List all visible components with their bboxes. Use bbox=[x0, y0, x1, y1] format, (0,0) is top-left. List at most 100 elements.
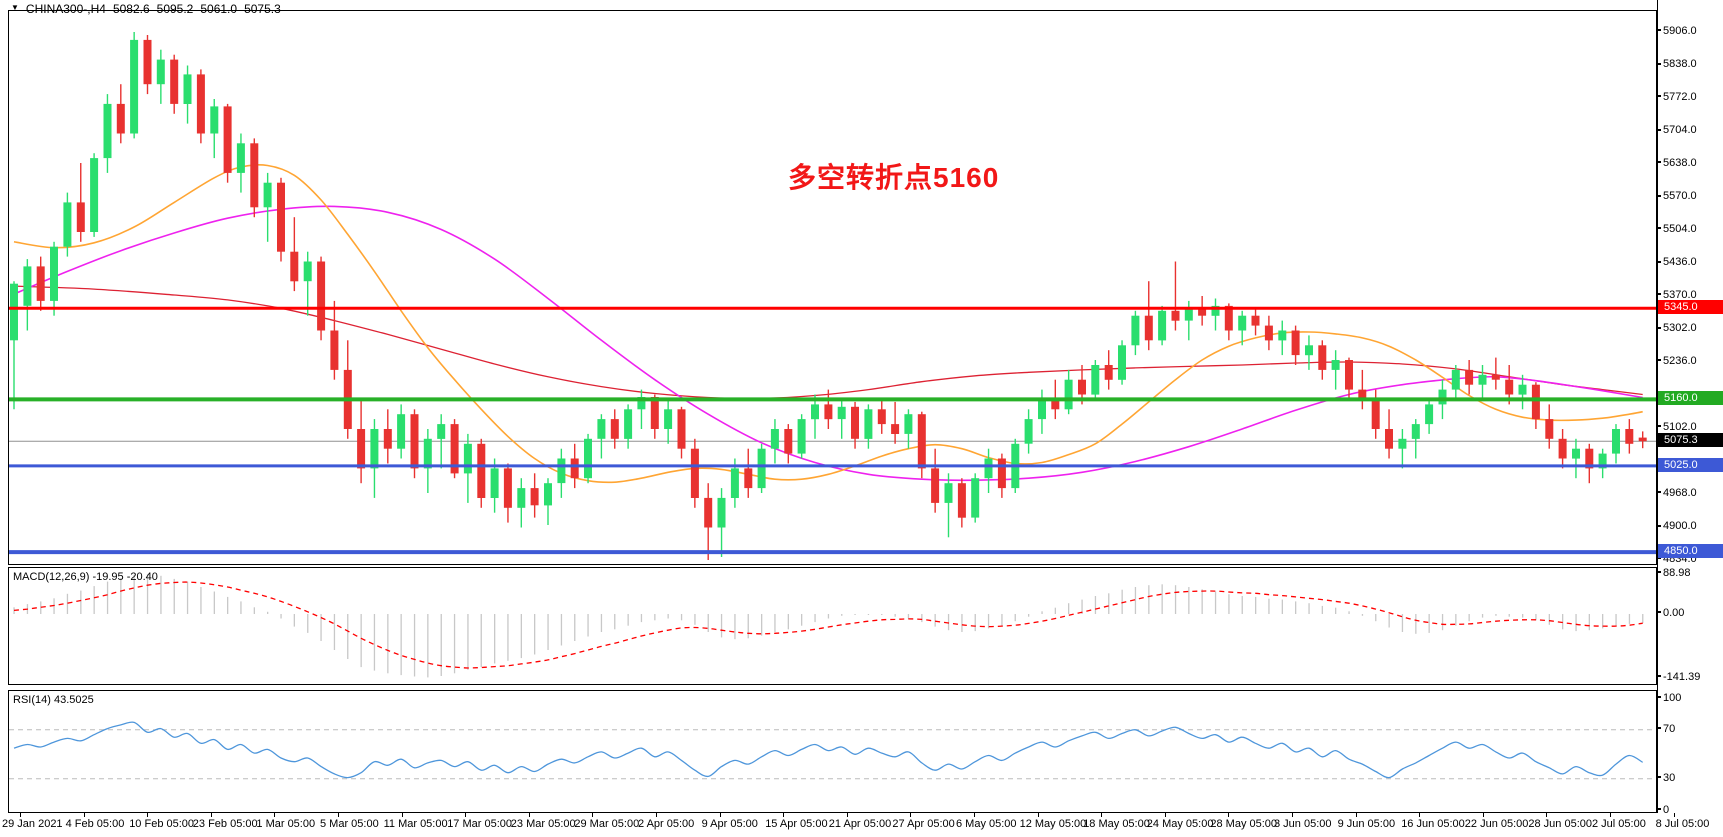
time-tick bbox=[1419, 813, 1421, 817]
rsi-indicator-label: RSI(14) 43.5025 bbox=[13, 694, 94, 706]
ma-mid-line bbox=[13, 205, 1643, 482]
time-tick bbox=[147, 813, 149, 817]
price-badge-5075.3: 5075.3 bbox=[1658, 433, 1723, 448]
price-tick-5504.0: 5504.0 bbox=[1657, 223, 1697, 235]
time-label-13: 15 Apr 05:00 bbox=[765, 818, 828, 830]
time-tick bbox=[401, 813, 403, 817]
time-tick bbox=[274, 813, 276, 817]
low-value: 5061.0 bbox=[200, 2, 238, 16]
time-label-9: 23 Mar 05:00 bbox=[510, 818, 576, 830]
macd-tick--141.39: -141.39 bbox=[1657, 671, 1700, 683]
time-tick bbox=[719, 813, 721, 817]
macd-tick-0.00: 0.00 bbox=[1657, 607, 1684, 619]
price-tick-4968.0: 4968.0 bbox=[1657, 487, 1697, 499]
macd-chart[interactable] bbox=[9, 568, 1656, 684]
high-value: 5095.2 bbox=[156, 2, 194, 16]
time-label-20: 28 May 05:00 bbox=[1210, 818, 1278, 830]
time-tick bbox=[1482, 813, 1484, 817]
time-label-5: 1 Mar 05:00 bbox=[256, 818, 316, 830]
time-label-21: 3 Jun 05:00 bbox=[1274, 818, 1332, 830]
time-label-25: 28 Jun 05:00 bbox=[1528, 818, 1593, 830]
price-badge-5025.0: 5025.0 bbox=[1658, 457, 1723, 472]
symbol-dropdown-icon[interactable]: ▼ bbox=[11, 3, 19, 12]
time-label-7: 11 Mar 05:00 bbox=[383, 818, 448, 830]
price-badge-5160.0: 5160.0 bbox=[1658, 391, 1723, 406]
rsi-tick-0: 0 bbox=[1657, 804, 1669, 816]
symbol-timeframe-label: CHINA300-,H4 bbox=[25, 2, 106, 16]
price-tick-5570.0: 5570.0 bbox=[1657, 190, 1697, 202]
ma-fast-line bbox=[13, 164, 1643, 484]
time-tick bbox=[210, 813, 212, 817]
time-label-19: 24 May 05:00 bbox=[1146, 818, 1214, 830]
symbol-ohlc-bar: ▼ CHINA300-,H4 5082.6 5095.2 5061.0 5075… bbox=[11, 2, 281, 16]
time-label-1: 29 Jan 2021 bbox=[2, 818, 63, 830]
candlestick-chart-panel[interactable] bbox=[8, 10, 1657, 565]
price-tick-5370.0: 5370.0 bbox=[1657, 289, 1697, 301]
time-tick bbox=[1164, 813, 1166, 817]
candlestick-chart[interactable] bbox=[9, 11, 1656, 564]
price-tick-5302.0: 5302.0 bbox=[1657, 322, 1697, 334]
time-label-15: 27 Apr 05:00 bbox=[892, 818, 955, 830]
price-tick-5772.0: 5772.0 bbox=[1657, 91, 1697, 103]
time-label-12: 9 Apr 05:00 bbox=[701, 818, 758, 830]
price-badge-5345.0: 5345.0 bbox=[1658, 300, 1723, 315]
time-tick bbox=[656, 813, 657, 817]
time-tick bbox=[910, 813, 912, 817]
time-tick bbox=[1037, 813, 1039, 817]
price-badge-4850.0: 4850.0 bbox=[1658, 544, 1723, 559]
time-tick bbox=[846, 813, 848, 817]
chart-annotation-text: 多空转折点5160 bbox=[788, 162, 1000, 193]
price-axis-line bbox=[1657, 0, 1658, 813]
time-tick bbox=[783, 813, 785, 817]
time-tick bbox=[974, 813, 975, 817]
time-label-24: 22 Jun 05:00 bbox=[1464, 818, 1529, 830]
ma-slow-line bbox=[13, 285, 1643, 400]
time-tick bbox=[592, 813, 594, 817]
time-tick bbox=[1355, 813, 1357, 817]
time-label-27: 8 Jul 05:00 bbox=[1655, 818, 1710, 830]
time-tick bbox=[1673, 813, 1675, 817]
time-tick bbox=[20, 813, 21, 817]
time-label-14: 21 Apr 05:00 bbox=[828, 818, 892, 830]
macd-indicator-label: MACD(12,26,9) -19.95 -20.40 bbox=[13, 571, 158, 583]
rsi-indicator-panel[interactable] bbox=[8, 690, 1657, 813]
time-tick bbox=[1292, 813, 1293, 817]
time-label-3: 10 Feb 05:00 bbox=[129, 818, 195, 830]
rsi-tick-100: 100 bbox=[1657, 692, 1681, 704]
macd-histogram bbox=[13, 574, 1644, 678]
time-label-18: 18 May 05:00 bbox=[1083, 818, 1150, 830]
time-label-6: 5 Mar 05:00 bbox=[320, 818, 379, 830]
open-value: 5082.6 bbox=[112, 2, 150, 16]
rsi-line bbox=[13, 721, 1644, 779]
price-tick-5838.0: 5838.0 bbox=[1657, 58, 1697, 70]
time-tick bbox=[465, 813, 467, 817]
price-tick-5638.0: 5638.0 bbox=[1657, 157, 1697, 169]
time-label-16: 6 May 05:00 bbox=[956, 818, 1017, 830]
price-tick-5704.0: 5704.0 bbox=[1657, 124, 1697, 136]
time-label-2: 4 Feb 05:00 bbox=[65, 818, 125, 830]
time-tick bbox=[1228, 813, 1230, 817]
price-tick-4900.0: 4900.0 bbox=[1657, 520, 1697, 532]
time-label-4: 23 Feb 05:00 bbox=[192, 818, 258, 830]
time-tick bbox=[528, 813, 530, 817]
time-label-23: 16 Jun 05:00 bbox=[1401, 818, 1465, 830]
time-label-11: 2 Apr 05:00 bbox=[638, 818, 695, 830]
time-label-22: 9 Jun 05:00 bbox=[1337, 818, 1396, 830]
macd-tick-88.98: 88.98 bbox=[1657, 567, 1691, 579]
price-tick-5236.0: 5236.0 bbox=[1657, 355, 1697, 367]
candles-series bbox=[10, 32, 1647, 560]
time-tick bbox=[83, 813, 85, 817]
rsi-tick-70: 70 bbox=[1657, 723, 1675, 735]
time-tick bbox=[1101, 813, 1103, 817]
rsi-chart[interactable] bbox=[9, 691, 1656, 812]
price-tick-5906.0: 5906.0 bbox=[1657, 25, 1697, 37]
macd-signal-line bbox=[13, 581, 1643, 669]
time-label-8: 17 Mar 05:00 bbox=[447, 818, 513, 830]
rsi-tick-30: 30 bbox=[1657, 772, 1675, 784]
time-label-10: 29 Mar 05:00 bbox=[574, 818, 640, 830]
close-value: 5075.3 bbox=[244, 2, 281, 16]
macd-indicator-panel[interactable] bbox=[8, 567, 1657, 685]
time-tick bbox=[338, 813, 339, 817]
time-tick bbox=[1546, 813, 1548, 817]
time-tick bbox=[1610, 813, 1611, 817]
